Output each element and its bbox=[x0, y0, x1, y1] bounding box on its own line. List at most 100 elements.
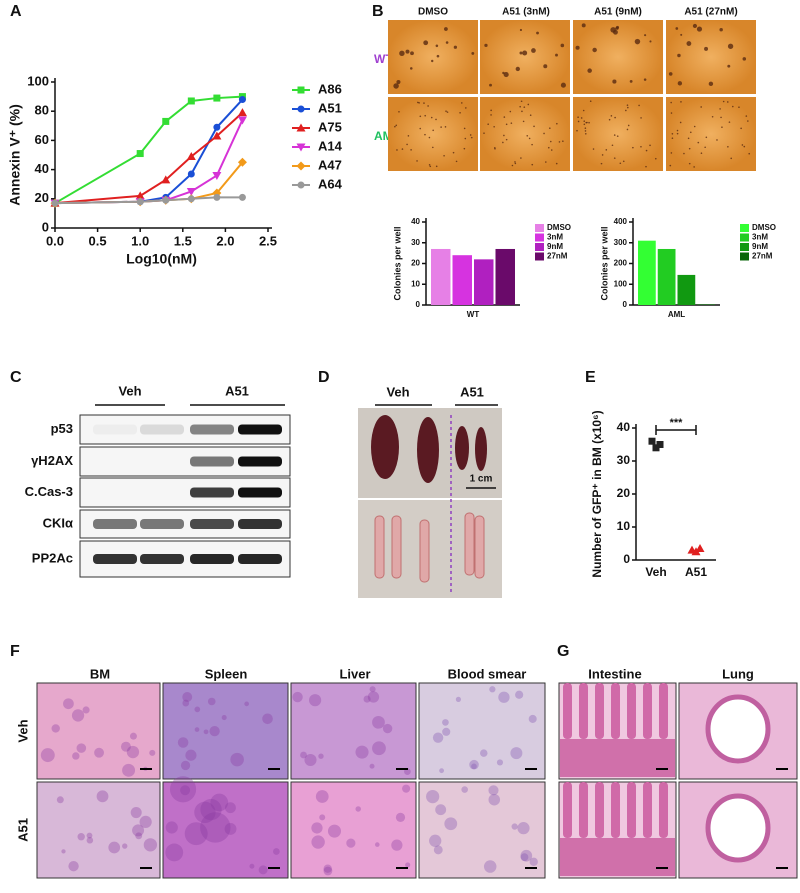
tissue bbox=[224, 802, 236, 814]
tissue bbox=[323, 866, 333, 876]
colony bbox=[705, 136, 708, 139]
marker bbox=[648, 437, 656, 445]
y-tick-label: 40 bbox=[617, 420, 631, 434]
tissue bbox=[244, 701, 250, 707]
blot-label: C.Cas-3 bbox=[25, 484, 73, 499]
tissue bbox=[311, 822, 323, 834]
colony bbox=[550, 149, 553, 151]
colony bbox=[575, 45, 580, 50]
tissue bbox=[149, 749, 156, 756]
colony bbox=[677, 53, 681, 58]
histology-image bbox=[290, 781, 417, 879]
panel-label: G bbox=[557, 643, 569, 660]
colony bbox=[592, 47, 597, 53]
tissue bbox=[122, 763, 136, 777]
colony bbox=[440, 126, 442, 128]
colony bbox=[446, 111, 449, 113]
x-tick-label: 2.5 bbox=[259, 233, 277, 248]
colony bbox=[416, 160, 418, 162]
colony-image bbox=[573, 97, 663, 171]
tissue bbox=[469, 759, 479, 770]
colony bbox=[489, 83, 492, 87]
colony bbox=[731, 105, 734, 108]
tissue bbox=[323, 864, 332, 873]
colony bbox=[601, 154, 604, 156]
colony bbox=[693, 125, 696, 128]
tissue bbox=[515, 690, 524, 699]
y-tick-label: 30 bbox=[411, 238, 420, 247]
colony bbox=[430, 116, 433, 119]
colony bbox=[505, 138, 508, 141]
bar bbox=[638, 240, 656, 305]
tissue bbox=[76, 743, 87, 753]
colony bbox=[515, 66, 520, 72]
x-tick-label: 2.0 bbox=[216, 233, 234, 248]
panel-label: E bbox=[585, 369, 596, 386]
blot-label: p53 bbox=[51, 421, 73, 436]
colony bbox=[687, 137, 690, 140]
marker bbox=[187, 97, 195, 105]
colony bbox=[649, 144, 651, 147]
colony bbox=[643, 78, 647, 81]
y-tick-label: 40 bbox=[411, 217, 420, 226]
colony bbox=[514, 161, 516, 163]
tissue bbox=[367, 691, 380, 703]
tissue bbox=[224, 823, 237, 835]
legend-label: DMSO bbox=[752, 223, 776, 232]
tissue bbox=[355, 806, 361, 812]
colony bbox=[719, 27, 723, 32]
colony bbox=[668, 72, 673, 76]
colony bbox=[730, 157, 733, 160]
tissue bbox=[304, 753, 317, 767]
tissue bbox=[194, 706, 201, 713]
colony bbox=[585, 121, 588, 124]
tissue bbox=[71, 709, 85, 722]
colony bbox=[428, 136, 431, 139]
marker bbox=[237, 116, 247, 125]
tissue bbox=[363, 695, 371, 703]
colony bbox=[503, 116, 506, 118]
colony bbox=[445, 110, 447, 112]
band bbox=[93, 519, 137, 529]
panel-label: D bbox=[318, 369, 330, 386]
colony bbox=[549, 140, 552, 143]
legend-label: A47 bbox=[318, 157, 342, 172]
colony bbox=[629, 79, 633, 83]
colony bbox=[726, 101, 729, 103]
y-axis-label: Number of GFP⁺ in BM (x10⁶) bbox=[590, 410, 604, 577]
marker bbox=[652, 444, 660, 452]
y-tick-label: 200 bbox=[614, 259, 628, 268]
colony bbox=[511, 164, 514, 167]
tissue bbox=[372, 741, 386, 756]
legend-swatch bbox=[740, 224, 749, 232]
tissue bbox=[126, 745, 140, 759]
tissue bbox=[72, 752, 80, 760]
legend-swatch bbox=[740, 252, 749, 261]
colony bbox=[727, 43, 734, 49]
tissue bbox=[439, 768, 445, 774]
colony bbox=[581, 23, 586, 28]
colony bbox=[577, 116, 579, 118]
legend-label: A64 bbox=[318, 176, 343, 191]
colony bbox=[627, 106, 629, 109]
tissue bbox=[319, 814, 326, 821]
y-tick-label: 0 bbox=[416, 300, 421, 309]
y-tick-label: 300 bbox=[614, 238, 628, 247]
colony bbox=[558, 141, 561, 143]
colony bbox=[584, 130, 587, 132]
colony bbox=[435, 165, 438, 168]
panel-label: A bbox=[10, 3, 22, 20]
spleen bbox=[455, 426, 469, 470]
marker bbox=[237, 108, 247, 117]
villus bbox=[563, 683, 572, 739]
tissue bbox=[182, 699, 190, 707]
marker bbox=[297, 86, 305, 94]
bar bbox=[431, 248, 451, 305]
y-axis-label: Colonies per well bbox=[599, 226, 609, 300]
column-header: A51 (3nM) bbox=[502, 7, 550, 18]
colony bbox=[727, 64, 731, 68]
colony bbox=[613, 157, 616, 159]
tissue bbox=[249, 863, 255, 869]
x-tick-label: Veh bbox=[645, 565, 666, 579]
villus bbox=[659, 683, 668, 739]
